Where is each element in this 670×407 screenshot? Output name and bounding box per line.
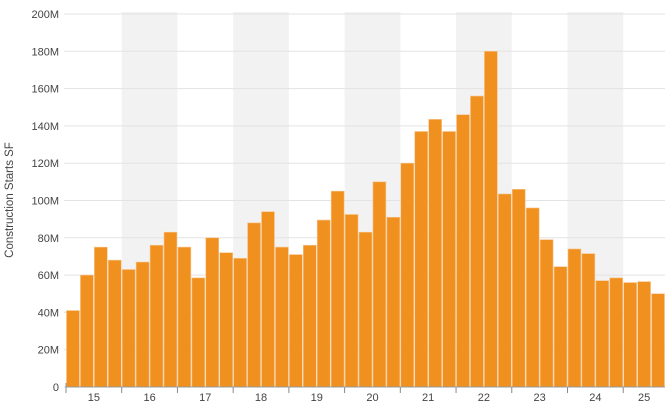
y-tick-label: 60M [38,270,59,282]
bar-18-Q4[interactable] [275,246,289,388]
bar-21-Q1[interactable] [400,162,415,388]
bar-17-Q3[interactable] [205,237,220,388]
x-tick-label: 20 [366,392,378,404]
bar-16-Q1[interactable] [121,269,136,388]
bar-23-Q2[interactable] [525,207,540,388]
bar-17-Q1[interactable] [177,246,192,388]
bar-18-Q3[interactable] [261,211,275,388]
bar-15-Q3[interactable] [94,246,108,388]
bar-16-Q2[interactable] [135,261,150,388]
x-tick-label: 17 [199,392,211,404]
bar-22-Q2[interactable] [470,95,484,388]
bar-24-Q3[interactable] [595,280,610,388]
bar-22-Q4[interactable] [498,193,512,388]
bar-25-Q3[interactable] [651,293,665,388]
y-tick-label: 120M [31,158,59,170]
x-tick-label: 16 [143,392,155,404]
y-tick-label: 40M [38,307,59,319]
bar-21-Q4[interactable] [442,131,456,388]
bar-24-Q1[interactable] [567,248,582,388]
y-tick-label: 140M [31,121,59,133]
y-tick-label: 20M [38,345,59,357]
bar-20-Q2[interactable] [358,231,373,388]
bar-19-Q3[interactable] [316,219,331,388]
bar-15-Q1[interactable] [66,310,80,388]
bars [66,50,665,388]
y-axis: 0 20M 40M 60M 80M 100M 120M 140M 160M 180M 200M [31,9,59,394]
bar-17-Q2[interactable] [191,277,206,388]
bar-18-Q2[interactable] [247,222,261,388]
bar-17-Q4[interactable] [219,252,233,388]
x-tick-label: 25 [638,392,650,404]
x-tick-label: 22 [478,392,490,404]
y-tick-label: 160M [31,84,59,96]
y-axis-title: Construction Starts SF [4,142,16,258]
bar-25-Q1[interactable] [623,282,637,388]
bar-16-Q3[interactable] [149,244,164,388]
x-tick-label: 19 [311,392,323,404]
y-tick-label: 100M [31,196,59,208]
x-axis: 15 16 17 18 19 20 21 22 23 24 25 [65,383,665,404]
x-tick-label: 21 [422,392,434,404]
bar-24-Q2[interactable] [581,253,596,388]
bar-20-Q1[interactable] [344,214,359,388]
bar-25-Q2[interactable] [637,281,651,388]
y-tick-label: 80M [38,233,59,245]
y-tick-label: 180M [31,46,59,58]
x-tick-label: 24 [589,392,601,404]
bar-23-Q1[interactable] [511,189,526,388]
bar-19-Q1[interactable] [289,254,303,388]
x-tick-label: 15 [88,392,100,404]
bar-22-Q1[interactable] [456,114,470,388]
bar-20-Q3[interactable] [372,181,387,388]
x-tick-label: 18 [255,392,267,404]
bar-22-Q3[interactable] [484,50,498,388]
y-tick-label: 0 [53,382,59,394]
bar-15-Q2[interactable] [80,274,94,388]
bar-16-Q4[interactable] [163,231,178,388]
y-tick-label: 200M [31,9,59,21]
bar-21-Q3[interactable] [428,119,442,388]
x-tick-label: 23 [534,392,546,404]
bar-18-Q1[interactable] [233,258,247,388]
bar-23-Q3[interactable] [539,239,554,388]
bar-15-Q4[interactable] [107,259,122,388]
bar-20-Q4[interactable] [386,216,401,388]
bar-19-Q2[interactable] [303,244,317,388]
bar-19-Q4[interactable] [330,190,345,388]
bar-23-Q4[interactable] [553,266,568,388]
bar-24-Q4[interactable] [609,277,624,388]
bar-21-Q2[interactable] [414,131,428,388]
